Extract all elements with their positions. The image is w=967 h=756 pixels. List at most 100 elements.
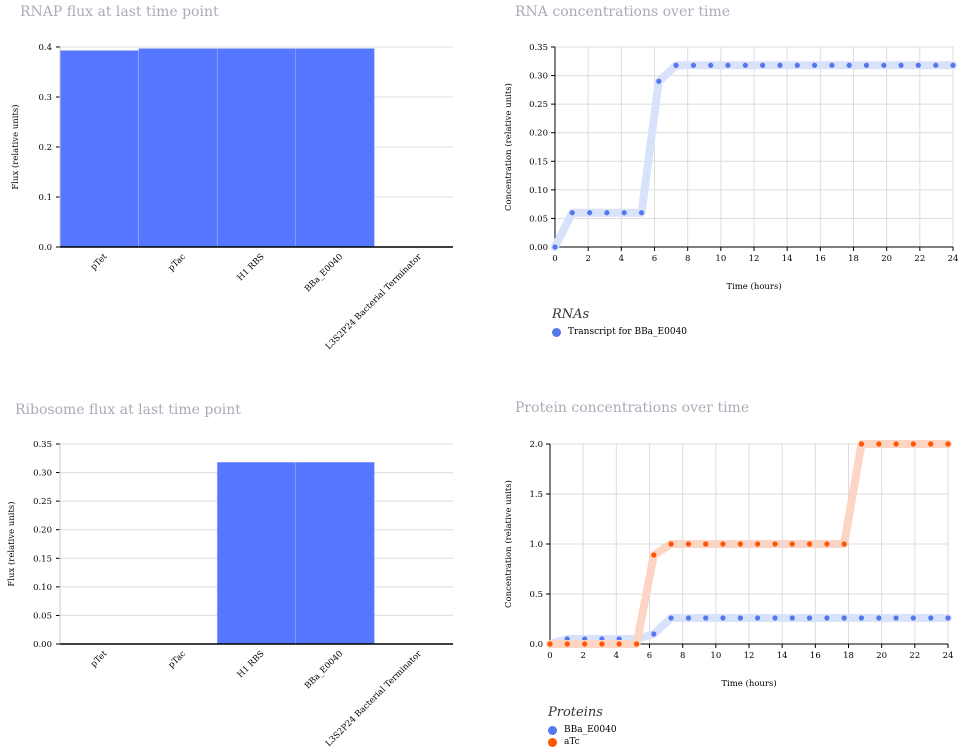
protein-x-tick-label: 2 — [580, 651, 585, 661]
protein-series-point — [945, 615, 951, 621]
rna-concentration-chart: 0.000.050.100.150.200.250.300.350 2 4 6 8 10 1… — [503, 43, 959, 292]
ribosome-category-label: H1 RBS — [236, 649, 267, 680]
rnap-y-tick-label: 0.3 — [38, 93, 52, 103]
ribosome-y-axis-label: Flux (relative units) — [6, 501, 17, 586]
rna-y-tick-label: 0.25 — [529, 100, 548, 110]
rna-series-point — [621, 210, 627, 216]
rna-y-axis-label: Concentration (relative units) — [503, 83, 514, 211]
rna-x-tick-label: 6 — [652, 254, 657, 264]
rna-series-point — [915, 62, 921, 68]
protein-x-tick-label: 14 — [777, 651, 788, 661]
protein-x-tick-label: 22 — [909, 651, 920, 661]
rna-x-tick-label: 14 — [782, 254, 793, 264]
rna-series-point — [552, 244, 558, 250]
ribosome-bar — [216, 462, 297, 645]
rna-x-tick-label: 22 — [914, 254, 925, 264]
protein-series-point — [876, 441, 882, 447]
protein-legend-label-atc: aTc — [564, 737, 580, 747]
rna-series-point — [950, 62, 956, 68]
protein-series-point — [772, 615, 778, 621]
legend-swatch-icon — [548, 725, 557, 735]
protein-series-point — [928, 615, 934, 621]
protein-series-point — [599, 641, 605, 647]
rna-series-point — [933, 62, 939, 68]
rna-y-tick-label: 0.05 — [529, 214, 548, 224]
rna-x-tick-label: 12 — [749, 254, 760, 264]
rnap-flux-chart: 0.0 0.1 0.2 0.3 0.4 pTet pTac H1 RBS BBa_E0040L3… — [10, 43, 453, 352]
protein-y-tick-label: 1.5 — [529, 490, 543, 500]
ribosome-category-label: L3S2P24 Bacterial Terminator — [324, 648, 425, 749]
protein-x-tick-label: 24 — [943, 651, 954, 661]
rnap-y-tick-label: 0.4 — [38, 43, 52, 53]
protein-series-point — [858, 615, 865, 621]
protein-series-point — [945, 441, 951, 447]
rna-x-tick-label: 24 — [948, 254, 959, 264]
protein-series-point — [910, 615, 916, 621]
rnap-bar — [138, 48, 218, 248]
protein-series-point — [893, 441, 899, 447]
rna-legend-item[interactable]: Transcript for BBa_E0040 — [552, 326, 687, 338]
protein-series-point — [668, 541, 674, 547]
protein-series-band — [546, 614, 952, 648]
rna-x-tick-label: 0 — [552, 254, 557, 264]
protein-series-point — [755, 615, 761, 621]
protein-series-point — [789, 541, 795, 547]
protein-concentration-title: Protein concentrations over time — [515, 400, 750, 416]
ribosome-y-tick-label: 0.05 — [33, 611, 52, 621]
protein-legend-item-atc[interactable]: aTc — [548, 736, 617, 748]
rna-concentration-title: RNA concentrations over time — [515, 4, 731, 20]
protein-x-axis-label: Time (hours) — [721, 678, 776, 689]
rna-series-point — [777, 62, 783, 68]
rna-concentration-panel: RNA concentrations over time 0.00 0.05 0.1… — [484, 0, 967, 370]
protein-series-point — [858, 441, 865, 447]
protein-series-point — [703, 615, 709, 621]
ribosome-y-tick-label: 0.25 — [33, 497, 52, 507]
rna-series-point — [725, 62, 731, 68]
protein-series-point — [737, 541, 743, 547]
ribosome-category-label: BBa_E0040 — [303, 649, 345, 691]
rna-legend-title: RNAs — [552, 307, 590, 322]
protein-series-point — [772, 541, 778, 547]
rnap-y-tick-label: 0.2 — [38, 143, 52, 153]
rna-legend: RNAs Transcript for BBa_E0040 — [552, 307, 687, 338]
protein-series-point — [910, 441, 916, 447]
protein-x-tick-label: 10 — [710, 651, 721, 661]
rna-x-tick-label: 2 — [585, 254, 590, 264]
rna-series-point — [898, 62, 904, 68]
rna-series-point — [760, 62, 766, 68]
protein-series-point — [841, 615, 847, 621]
rna-series-point — [638, 210, 645, 216]
rna-series-point — [569, 210, 575, 216]
rna-x-axis-label: Time (hours) — [726, 281, 781, 292]
protein-series-point — [703, 541, 709, 547]
protein-series-point — [616, 641, 622, 647]
protein-concentration-panel: Protein concentrations over time 0.0 0.5 1… — [484, 398, 967, 756]
rnap-y-tick-label: 0.1 — [38, 193, 52, 203]
protein-series-point — [841, 541, 847, 547]
ribosome-bar — [295, 462, 375, 645]
protein-series-point — [685, 541, 692, 547]
rna-series-point — [881, 62, 887, 68]
rnap-category-label: H1 RBS — [236, 252, 267, 283]
rna-y-tick-label: 0.15 — [529, 157, 548, 167]
rna-x-tick-label: 10 — [715, 254, 726, 264]
rnap-bar — [59, 50, 139, 248]
protein-legend-item-bba[interactable]: BBa_E0040 — [548, 724, 617, 736]
protein-series-band — [546, 440, 952, 648]
rna-x-tick-label: 4 — [619, 254, 624, 264]
ribosome-flux-title: Ribosome flux at last time point — [15, 402, 241, 418]
ribosome-flux-chart: 0.00 0.05 0.10 0.15 0.20 0.25 0.30 0.35 pTet pTac… — [6, 440, 453, 749]
rnap-category-label: BBa_E0040 — [303, 252, 345, 294]
rna-y-tick-label: 0.20 — [529, 129, 548, 139]
protein-y-tick-label: 2.0 — [529, 440, 543, 450]
protein-series-point — [582, 641, 588, 647]
ribosome-y-tick-label: 0.15 — [33, 554, 52, 564]
rna-series-point — [794, 62, 800, 68]
protein-x-tick-label: 8 — [680, 651, 685, 661]
ribosome-y-tick-label: 0.00 — [33, 640, 52, 650]
protein-series-point — [806, 615, 813, 621]
protein-series-point — [824, 541, 830, 547]
protein-series-point — [737, 615, 743, 621]
protein-x-tick-label: 6 — [647, 651, 652, 661]
rna-y-tick-label: 0.35 — [529, 43, 548, 53]
